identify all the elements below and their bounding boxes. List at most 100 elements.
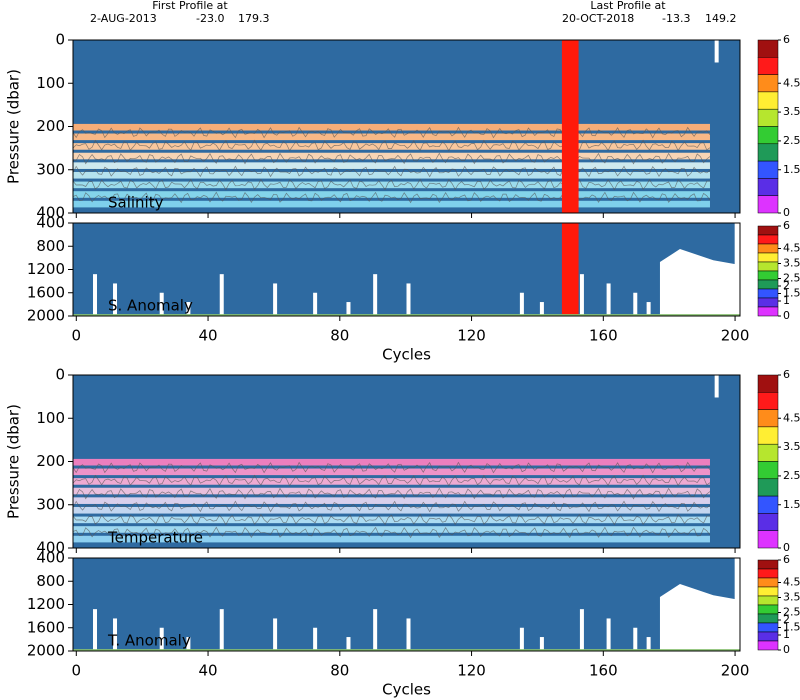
field	[73, 375, 740, 548]
surface-line	[73, 314, 740, 316]
colorbar-box	[757, 261, 779, 272]
colorbar-box	[757, 443, 779, 462]
colorbar-box	[757, 631, 779, 642]
x-tick-label: 80	[330, 662, 349, 680]
colorbar-box	[757, 252, 779, 263]
colorbar-box	[757, 39, 779, 58]
bad-data-column	[561, 40, 579, 213]
field-band	[73, 152, 710, 160]
x-tick-label: 120	[457, 662, 486, 680]
colorbar-tick-label: 0	[783, 309, 790, 322]
field	[73, 558, 740, 651]
colorbar-box	[757, 288, 779, 299]
y-tick-label: 800	[36, 572, 65, 590]
bad-data-column	[561, 223, 579, 316]
colorbar-box	[757, 622, 779, 633]
no-data-spike	[406, 283, 411, 316]
colorbar-tick-label: 1	[783, 294, 790, 307]
no-data-spike	[219, 274, 224, 316]
y-tick-label: 400	[36, 549, 65, 567]
colorbar-box	[757, 374, 779, 393]
field-band	[73, 133, 710, 141]
colorbar-box	[757, 160, 779, 179]
field-band	[73, 162, 710, 169]
colorbar-box	[757, 595, 779, 606]
contour-line	[73, 152, 711, 165]
field-band	[73, 487, 710, 495]
y-tick-label: 1600	[27, 618, 65, 636]
colorbar-tick-label: 6	[783, 553, 790, 566]
colorbar-box	[757, 568, 779, 579]
field-band	[73, 468, 710, 476]
colorbar-tick-label: 4.5	[783, 76, 800, 89]
colorbar-box	[757, 74, 779, 93]
x-tick-label: 40	[199, 327, 218, 345]
colorbar-box	[757, 234, 779, 245]
field-band	[73, 181, 710, 189]
colorbar-box	[757, 108, 779, 127]
colorbar-box	[757, 613, 779, 624]
colorbar-box	[757, 513, 779, 531]
last-lon: 149.2	[705, 12, 737, 25]
contour-line	[73, 500, 711, 513]
colorbar-tick-label: 1.5	[783, 621, 800, 634]
field-band	[73, 123, 710, 131]
colorbar-tick-label: 2.5	[783, 134, 800, 147]
contour-line	[73, 513, 711, 526]
colorbar-box	[757, 577, 779, 588]
panel: 0 100 200 300 400 Pressure (dbar) Temperature 0…	[5, 366, 800, 557]
y-tick-label: 100	[36, 74, 65, 92]
colorbar-box	[757, 559, 779, 570]
colorbar-box	[757, 143, 779, 162]
gap	[734, 558, 740, 651]
x-tick-label: 0	[72, 327, 82, 345]
no-data-spike	[113, 618, 118, 651]
contour-line	[73, 126, 711, 139]
panel: 0 100 200 300 400 Pressure (dbar) Salinity 0 1.5…	[5, 31, 800, 222]
white-gap	[714, 40, 719, 63]
colorbar-tick-label: 4.5	[783, 411, 800, 424]
field-band	[73, 191, 710, 198]
contour-line	[73, 191, 711, 204]
colorbar-tick-label: 1	[783, 628, 790, 641]
y-tick-label: 300	[36, 495, 65, 513]
no-data-spike	[186, 302, 191, 316]
no-data-spike	[373, 609, 378, 651]
y-tick-label: 0	[55, 31, 65, 49]
colorbar-box	[757, 530, 779, 549]
y-tick-label: 1200	[27, 595, 65, 613]
colorbar-tick-label: 6	[783, 368, 790, 381]
no-data-spike	[273, 283, 278, 316]
panel-label: T. Anomaly	[107, 632, 191, 650]
y-tick-label: 300	[36, 160, 65, 178]
no-data-spike	[646, 637, 651, 651]
field	[73, 40, 740, 213]
no-data	[659, 249, 740, 316]
no-data-spike	[346, 637, 351, 651]
field-band	[73, 516, 710, 524]
y-tick-label: 400	[36, 539, 65, 557]
surface-line	[73, 649, 740, 651]
x-tick-label: 200	[721, 327, 750, 345]
colorbar-box	[757, 306, 779, 317]
y-tick-label: 800	[36, 237, 65, 255]
contour-line	[73, 165, 711, 178]
colorbar-tick-label: 2.5	[783, 469, 800, 482]
y-tick-label: 400	[36, 204, 65, 222]
field-band	[73, 478, 710, 485]
x-axis-label: Cycles	[382, 346, 431, 364]
no-data-spike	[159, 627, 164, 651]
first-lat: -23.0	[196, 12, 224, 25]
no-data-spike	[113, 283, 118, 316]
colorbar-box	[757, 57, 779, 75]
colorbar-box	[757, 225, 779, 236]
no-data-spike	[219, 609, 224, 651]
colorbar-tick-label: 2.5	[783, 606, 800, 619]
colorbar-tick-label: 4.5	[783, 576, 800, 589]
colorbar-box	[757, 409, 779, 428]
no-data-spike	[519, 292, 524, 316]
y-axis-label: Pressure (dbar)	[5, 69, 23, 184]
panel-label: Temperature	[107, 529, 203, 547]
last-date: 20-OCT-2018	[562, 12, 634, 25]
